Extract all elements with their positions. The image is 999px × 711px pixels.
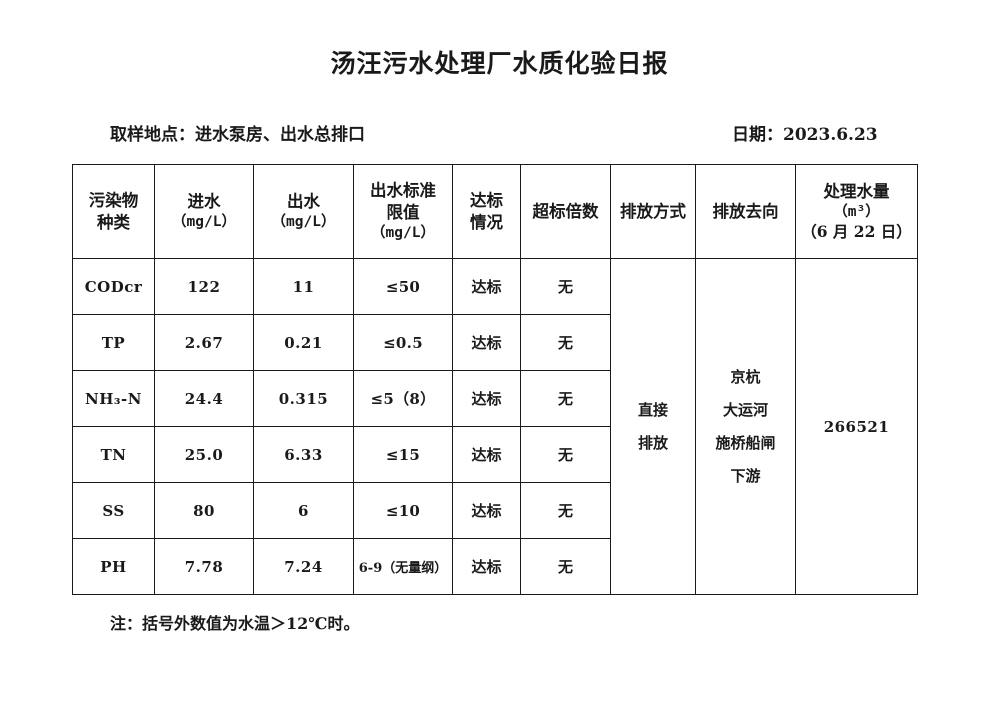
meta-row: 取样地点：进水泵房、出水总排口 日期：2023.6.23 xyxy=(72,120,917,146)
page-title: 汤汪污水处理厂水质化验日报 xyxy=(330,49,669,78)
cell-limit-value: ≤15 xyxy=(353,426,453,483)
cell-exceed-value: 无 xyxy=(520,426,611,483)
discharge-method-line-1: 直接 xyxy=(637,400,668,419)
cell-pollutant-name: TN xyxy=(72,426,155,483)
cell-inflow-value: 7.78 xyxy=(154,538,254,595)
discharge-destination-line-3: 施桥船闸 xyxy=(715,433,776,452)
header-line-2: 种类 xyxy=(97,212,130,232)
header-line-1: 进水 xyxy=(187,192,221,212)
cell-outflow-value: 0.315 xyxy=(253,370,354,427)
header-line-1: 污染物 xyxy=(88,190,139,210)
cell-exceed-value: 无 xyxy=(520,482,611,539)
cell-outflow-value: 6 xyxy=(253,482,354,539)
cell-limit-value: ≤50 xyxy=(353,258,453,315)
cell-outflow-value: 11 xyxy=(253,258,354,315)
header-exceedance-multiple: 超标倍数 xyxy=(520,164,611,259)
sampling-location-label: 取样地点：进水泵房、出水总排口 xyxy=(110,125,365,145)
cell-status-value: 达标 xyxy=(452,482,521,539)
discharge-destination-line-2: 大运河 xyxy=(722,400,768,419)
header-outflow: 出水 （mg/L） xyxy=(253,164,354,259)
header-line-2: （m³） xyxy=(833,203,880,220)
table-row: TP 2.67 0.21 ≤0.5 达标 无 xyxy=(72,314,918,371)
report-date-label: 日期：2023.6.23 xyxy=(732,125,878,145)
header-inflow: 进水 （mg/L） xyxy=(154,164,254,259)
cell-outflow-value: 0.21 xyxy=(253,314,354,371)
water-quality-table: 污染物 种类 进水 （mg/L） 出水 （mg/L） 出水标准 限值 （mg/L… xyxy=(72,164,918,595)
header-pollutant-type: 污染物 种类 xyxy=(72,164,155,259)
header-line-3: （mg/L） xyxy=(371,224,435,241)
header-compliance-status: 达标 情况 xyxy=(452,164,521,259)
cell-pollutant-name: PH xyxy=(72,538,155,595)
header-line-2: （mg/L） xyxy=(172,213,236,230)
header-line-1: 出水 xyxy=(287,192,320,212)
header-line-2: 限值 xyxy=(386,202,420,222)
header-line-2: 情况 xyxy=(470,212,503,232)
header-discharge-method: 排放方式 xyxy=(610,164,696,259)
cell-status-value: 达标 xyxy=(452,426,521,483)
header-line-3: （6 月 22 日） xyxy=(801,221,912,241)
cell-status-value: 达标 xyxy=(452,538,521,595)
table-row: CODcr 122 11 ≤50 达标 无 直接 排放 京杭 大运河 施桥船闸 … xyxy=(72,258,918,595)
header-outflow-standard-limit: 出水标准 限值 （mg/L） xyxy=(353,164,453,259)
cell-exceed-value: 无 xyxy=(520,258,611,315)
header-line-1: 出水标准 xyxy=(370,181,436,201)
cell-outflow-value: 6.33 xyxy=(253,426,354,483)
table-row: PH 7.78 7.24 6-9（无量纲） 达标 无 xyxy=(72,538,918,595)
cell-exceed-value: 无 xyxy=(520,538,611,595)
cell-limit-value: ≤5（8） xyxy=(353,370,453,427)
cell-status-value: 达标 xyxy=(452,314,521,371)
footnote-text: 注：括号外数值为水温＞12℃时。 xyxy=(110,614,360,633)
table-row: SS 80 6 ≤10 达标 无 xyxy=(72,482,918,539)
cell-limit-value: 6-9（无量纲） xyxy=(353,538,453,595)
cell-limit-value: ≤10 xyxy=(353,482,453,539)
cell-status-value: 达标 xyxy=(452,370,521,427)
cell-inflow-value: 122 xyxy=(154,258,254,315)
cell-pollutant-name: NH₃-N xyxy=(72,370,155,427)
cell-discharge-destination: 京杭 大运河 施桥船闸 下游 xyxy=(695,258,796,595)
cell-pollutant-name: TP xyxy=(72,314,155,371)
cell-outflow-value: 7.24 xyxy=(253,538,354,595)
header-line-2: （mg/L） xyxy=(271,213,336,230)
header-line-1: 达标 xyxy=(470,190,503,210)
header-line-1: 排放去向 xyxy=(712,201,779,221)
cell-status-value: 达标 xyxy=(452,258,521,315)
cell-treated-volume: 266521 xyxy=(795,258,918,595)
header-line-1: 排放方式 xyxy=(620,201,686,221)
cell-inflow-value: 2.67 xyxy=(154,314,254,371)
table-row: NH₃-N 24.4 0.315 ≤5（8） 达标 无 xyxy=(72,370,918,427)
header-discharge-destination: 排放去向 xyxy=(695,164,796,259)
discharge-method-line-2: 排放 xyxy=(637,433,668,452)
cell-exceed-value: 无 xyxy=(520,370,611,427)
table-row: TN 25.0 6.33 ≤15 达标 无 xyxy=(72,426,918,483)
discharge-destination-line-4: 下游 xyxy=(730,466,761,485)
header-line-1: 超标倍数 xyxy=(532,201,599,221)
cell-inflow-value: 24.4 xyxy=(154,370,254,427)
header-treated-volume: 处理水量 （m³） （6 月 22 日） xyxy=(795,164,918,259)
cell-exceed-value: 无 xyxy=(520,314,611,371)
cell-inflow-value: 80 xyxy=(154,482,254,539)
cell-pollutant-name: CODcr xyxy=(72,258,155,315)
cell-pollutant-name: SS xyxy=(72,482,155,539)
cell-inflow-value: 25.0 xyxy=(154,426,254,483)
table-header-row: 污染物 种类 进水 （mg/L） 出水 （mg/L） 出水标准 限值 （mg/L… xyxy=(72,164,918,259)
discharge-destination-line-1: 京杭 xyxy=(730,367,761,386)
cell-limit-value: ≤0.5 xyxy=(353,314,453,371)
header-line-1: 处理水量 xyxy=(823,181,890,201)
cell-discharge-method: 直接 排放 xyxy=(610,258,696,595)
